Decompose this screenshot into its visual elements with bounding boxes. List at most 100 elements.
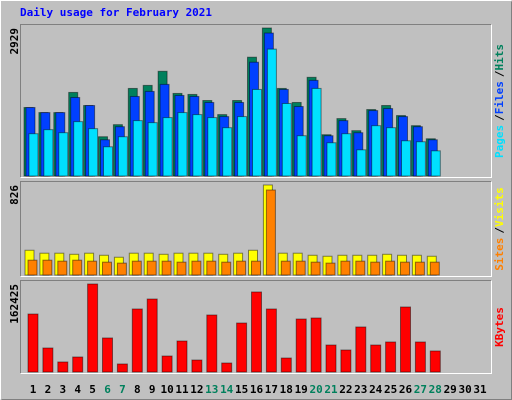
bar — [87, 283, 99, 373]
bar — [28, 133, 39, 177]
bar — [370, 344, 382, 373]
bar — [385, 341, 397, 373]
bar — [191, 260, 202, 276]
y-tick-label: 162425 — [8, 284, 21, 324]
bar — [400, 306, 411, 373]
bar — [132, 120, 143, 177]
x-tick-label: 19 — [295, 383, 308, 396]
bar — [295, 318, 307, 373]
bar — [236, 322, 248, 373]
bar — [102, 261, 112, 276]
bar — [340, 260, 351, 276]
bar — [58, 132, 69, 177]
x-tick-label: 26 — [399, 383, 413, 396]
panel-bevel-light — [20, 280, 492, 374]
bar — [266, 48, 277, 177]
bar — [280, 260, 291, 276]
bar — [325, 344, 337, 373]
bar — [162, 117, 173, 177]
legend-entry: KBytes — [493, 307, 506, 347]
x-tick-label: 1 — [30, 383, 37, 396]
bar — [296, 135, 307, 177]
bar — [207, 117, 218, 177]
legend-separator: / — [493, 227, 506, 234]
x-tick-label: 20 — [309, 383, 322, 396]
bar — [430, 150, 441, 177]
bar — [87, 260, 98, 276]
x-tick-label: 4 — [74, 383, 81, 396]
bar — [146, 260, 157, 276]
bar — [42, 259, 53, 276]
x-tick-label: 28 — [429, 383, 442, 396]
bar — [355, 326, 367, 373]
bar — [340, 349, 352, 373]
x-tick-label: 17 — [265, 383, 278, 396]
x-tick-label: 21 — [324, 383, 338, 396]
x-tick-label: 7 — [119, 383, 126, 396]
bar — [429, 261, 440, 276]
y-tick-label: 2929 — [8, 28, 21, 55]
panel-bevel-dark — [20, 24, 492, 178]
bar — [72, 356, 84, 373]
bar — [295, 260, 306, 276]
panel-bevel-dark — [20, 181, 492, 277]
bar — [325, 262, 336, 276]
bar — [371, 125, 382, 177]
panel-bevel-light — [20, 24, 492, 178]
bar — [265, 308, 277, 373]
bar — [386, 127, 397, 177]
bar — [117, 136, 128, 177]
x-tick-label: 23 — [354, 383, 367, 396]
bar — [103, 146, 113, 177]
x-tick-label: 3 — [59, 383, 66, 396]
bar — [222, 127, 233, 177]
bar — [42, 347, 54, 373]
x-tick-label: 13 — [205, 383, 218, 396]
bar — [414, 261, 425, 276]
bar — [131, 260, 142, 276]
bar — [401, 140, 411, 177]
legend: Pages/Files/Hits — [493, 44, 506, 158]
bar — [146, 298, 158, 373]
bar — [191, 359, 203, 373]
bar — [161, 355, 173, 373]
bar — [251, 260, 261, 276]
bar — [385, 260, 396, 276]
chart-title: Daily usage for February 2021 — [20, 6, 212, 19]
bar — [88, 128, 99, 177]
bar — [265, 189, 276, 276]
legend-entry: Hits — [493, 44, 506, 71]
bar — [176, 261, 187, 276]
legend-entry: Pages — [493, 125, 506, 158]
bar — [206, 260, 217, 276]
bar — [415, 141, 426, 177]
legend-separator: / — [493, 70, 506, 77]
legend-entry: Visits — [493, 187, 506, 227]
x-tick-label: 5 — [89, 383, 96, 396]
bar — [131, 308, 143, 373]
bar — [161, 260, 172, 276]
x-tick-label: 15 — [235, 383, 248, 396]
bar — [221, 261, 232, 276]
x-tick-label: 9 — [149, 383, 156, 396]
bar — [252, 88, 262, 177]
x-tick-label: 25 — [384, 383, 397, 396]
bar — [116, 262, 127, 276]
y-tick-label: 826 — [8, 185, 21, 205]
x-tick-label: 18 — [280, 383, 293, 396]
bar — [221, 362, 233, 373]
bar — [177, 112, 188, 177]
x-tick-label: 31 — [473, 383, 487, 396]
x-tick-label: 10 — [160, 383, 173, 396]
bar — [356, 149, 367, 177]
x-tick-label: 14 — [220, 383, 234, 396]
bar — [326, 142, 337, 177]
bar — [206, 314, 218, 373]
bar — [192, 114, 203, 177]
bar — [116, 363, 128, 373]
bar — [72, 259, 83, 276]
bar — [280, 357, 292, 373]
bar — [311, 87, 322, 177]
